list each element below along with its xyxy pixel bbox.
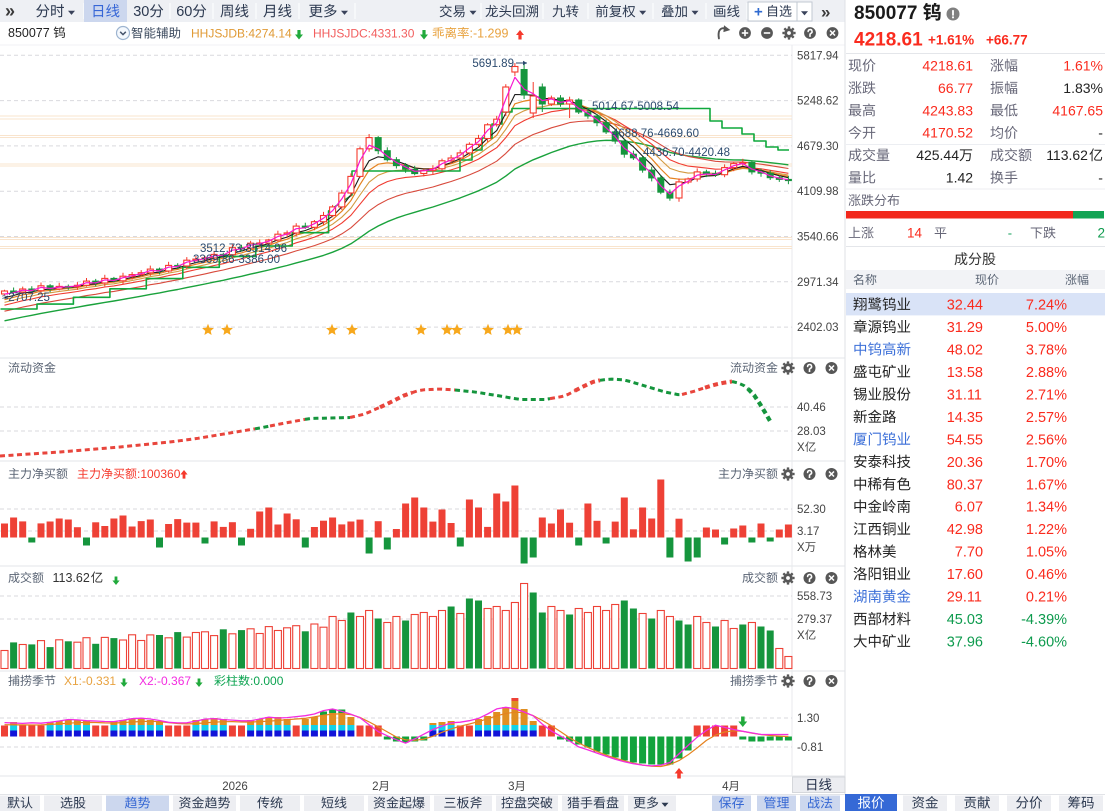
svg-text:X: X xyxy=(797,542,805,554)
svg-text:2: 2 xyxy=(372,781,378,793)
svg-text:37.96: 37.96 xyxy=(947,635,983,651)
svg-text:4167.65: 4167.65 xyxy=(1052,102,1103,118)
svg-text:1.30: 1.30 xyxy=(797,713,819,725)
svg-text:3: 3 xyxy=(508,781,514,793)
svg-text:1.70%: 1.70% xyxy=(1026,455,1067,471)
svg-text:X1:-0.331: X1:-0.331 xyxy=(64,674,116,688)
svg-text:5817.94: 5817.94 xyxy=(797,50,839,62)
svg-text:66.77: 66.77 xyxy=(938,80,973,96)
svg-text:1.61%: 1.61% xyxy=(1063,58,1103,74)
svg-text:2.88%: 2.88% xyxy=(1026,365,1067,381)
svg-text:3369.86-3386.00: 3369.86-3386.00 xyxy=(193,254,280,266)
svg-text:113.62: 113.62 xyxy=(53,571,90,585)
svg-text:-: - xyxy=(1098,170,1103,186)
svg-text:3.78%: 3.78% xyxy=(1026,342,1067,358)
svg-text:52.30: 52.30 xyxy=(797,504,826,516)
svg-text:-0.81: -0.81 xyxy=(797,742,823,754)
svg-text:45.03: 45.03 xyxy=(947,612,983,628)
svg-text:14: 14 xyxy=(907,226,923,241)
svg-text:4109.98: 4109.98 xyxy=(797,186,839,198)
svg-text:2026: 2026 xyxy=(222,781,248,793)
svg-text:20.36: 20.36 xyxy=(947,455,983,471)
svg-text:40.46: 40.46 xyxy=(797,402,826,414)
svg-text:X2:-0.367: X2:-0.367 xyxy=(139,674,191,688)
svg-text:0.46%: 0.46% xyxy=(1026,567,1067,583)
svg-text:»: » xyxy=(5,1,15,21)
svg-text:3540.66: 3540.66 xyxy=(797,232,839,244)
svg-text:2.57%: 2.57% xyxy=(1026,410,1067,426)
svg-text:558.73: 558.73 xyxy=(797,591,832,603)
svg-text:5014.67-5008.54: 5014.67-5008.54 xyxy=(592,101,680,113)
svg-text:+1.61%: +1.61% xyxy=(928,33,974,48)
svg-text:1.42: 1.42 xyxy=(946,170,973,186)
svg-text:29.11: 29.11 xyxy=(947,590,982,606)
svg-text:31.29: 31.29 xyxy=(947,320,983,336)
svg-text:3512.73-3514.96: 3512.73-3514.96 xyxy=(200,243,287,255)
svg-text:4218.61: 4218.61 xyxy=(922,58,973,74)
svg-text:»: » xyxy=(821,3,830,22)
svg-text::100360: :100360 xyxy=(137,467,181,481)
svg-text:14.35: 14.35 xyxy=(947,410,983,426)
svg-text::-1.299: :-1.299 xyxy=(470,27,509,41)
svg-text:-: - xyxy=(1008,226,1012,241)
svg-text:2.56%: 2.56% xyxy=(1026,432,1067,448)
svg-text:30: 30 xyxy=(133,4,149,20)
svg-text:-4.60%: -4.60% xyxy=(1021,635,1067,651)
svg-text:48.02: 48.02 xyxy=(947,342,983,358)
svg-text:4: 4 xyxy=(722,781,729,793)
svg-text:17.60: 17.60 xyxy=(947,567,983,583)
svg-text:4688.76-4669.60: 4688.76-4669.60 xyxy=(612,128,699,140)
svg-text:4218.61: 4218.61 xyxy=(854,30,923,51)
svg-text:4679.30: 4679.30 xyxy=(797,141,839,153)
svg-text:13.58: 13.58 xyxy=(947,365,983,381)
svg-text:42.98: 42.98 xyxy=(947,522,983,538)
svg-text:HHJSJDC:4331.30: HHJSJDC:4331.30 xyxy=(313,27,415,41)
svg-text:1.05%: 1.05% xyxy=(1026,545,1067,561)
svg-text:0.21%: 0.21% xyxy=(1026,590,1067,606)
svg-text:X: X xyxy=(797,442,805,454)
svg-text:5691.89: 5691.89 xyxy=(472,58,514,70)
svg-text:3.17: 3.17 xyxy=(797,526,819,538)
svg-text:425.44: 425.44 xyxy=(916,147,959,163)
svg-text:1.83%: 1.83% xyxy=(1063,80,1103,96)
svg-text:113.62: 113.62 xyxy=(1046,147,1088,163)
svg-text:1.34%: 1.34% xyxy=(1026,500,1067,516)
svg-text:850077: 850077 xyxy=(8,26,50,40)
svg-text:80.37: 80.37 xyxy=(947,477,983,493)
svg-text:+66.77: +66.77 xyxy=(986,33,1028,48)
svg-text:-4.39%: -4.39% xyxy=(1021,612,1067,628)
svg-text:2.71%: 2.71% xyxy=(1026,387,1067,403)
svg-text:+: + xyxy=(754,3,763,20)
svg-text:X: X xyxy=(797,630,805,642)
svg-text:7.70: 7.70 xyxy=(955,545,983,561)
svg-text:5.00%: 5.00% xyxy=(1026,320,1067,336)
svg-text:28.03: 28.03 xyxy=(797,426,826,438)
svg-text:279.37: 279.37 xyxy=(797,614,832,626)
svg-text:2: 2 xyxy=(1098,226,1105,241)
svg-text:54.55: 54.55 xyxy=(947,432,983,448)
svg-text:-: - xyxy=(1098,125,1103,141)
svg-text:850077: 850077 xyxy=(854,3,917,24)
svg-text:5248.62: 5248.62 xyxy=(797,96,839,108)
svg-text:7.24%: 7.24% xyxy=(1026,298,1067,314)
svg-text:4436.70-4420.48: 4436.70-4420.48 xyxy=(643,147,730,159)
svg-text:4170.52: 4170.52 xyxy=(922,125,973,141)
svg-text:2402.03: 2402.03 xyxy=(797,322,839,334)
svg-text:2971.34: 2971.34 xyxy=(797,277,839,289)
svg-text:≈2707.25: ≈2707.25 xyxy=(2,292,50,304)
svg-text:1.67%: 1.67% xyxy=(1026,477,1067,493)
svg-text:31.11: 31.11 xyxy=(947,387,982,403)
svg-text:32.44: 32.44 xyxy=(947,298,983,314)
svg-text:4243.83: 4243.83 xyxy=(922,102,973,118)
svg-text:60: 60 xyxy=(176,4,192,20)
svg-text:6.07: 6.07 xyxy=(955,500,983,516)
svg-text::0.000: :0.000 xyxy=(250,674,284,688)
svg-text:1.22%: 1.22% xyxy=(1026,522,1067,538)
svg-text:HHJSJDB:4274.14: HHJSJDB:4274.14 xyxy=(191,27,292,41)
